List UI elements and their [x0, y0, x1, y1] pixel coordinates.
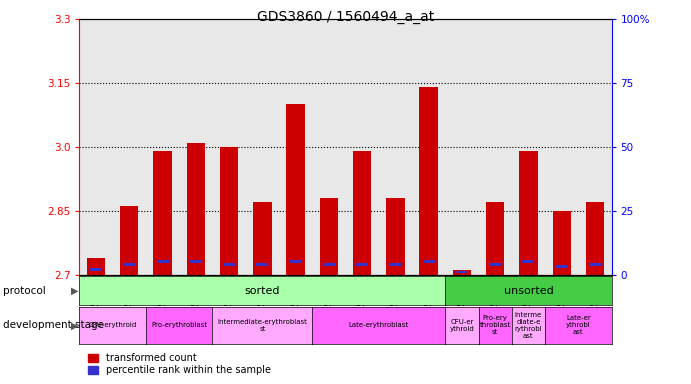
- Bar: [120, 207, 138, 275]
- Text: Intermediate-erythroblast
st: Intermediate-erythroblast st: [218, 319, 307, 332]
- Text: ▶: ▶: [71, 286, 78, 296]
- Bar: [190, 260, 202, 263]
- Bar: [187, 142, 205, 275]
- Bar: [589, 263, 601, 266]
- Bar: [353, 151, 371, 275]
- Bar: [153, 151, 172, 275]
- Text: Interme
diate-e
rythrobl
ast: Interme diate-e rythrobl ast: [515, 312, 542, 339]
- Bar: [489, 263, 501, 266]
- Bar: [256, 263, 268, 266]
- Text: GDS3860 / 1560494_a_at: GDS3860 / 1560494_a_at: [257, 10, 434, 23]
- Bar: [253, 202, 272, 275]
- Bar: [356, 263, 368, 266]
- Bar: [553, 211, 571, 275]
- Text: Late-erythroblast: Late-erythroblast: [349, 323, 409, 328]
- Bar: [124, 263, 135, 266]
- Text: Pro-erythroblast: Pro-erythroblast: [151, 323, 207, 328]
- Bar: [390, 263, 401, 266]
- Bar: [423, 260, 435, 263]
- Bar: [522, 260, 534, 263]
- Legend: transformed count, percentile rank within the sample: transformed count, percentile rank withi…: [84, 349, 274, 379]
- Bar: [220, 147, 238, 275]
- Bar: [323, 263, 335, 266]
- Bar: [486, 202, 504, 275]
- Text: CFU-erythroid: CFU-erythroid: [88, 323, 137, 328]
- Text: Pro-ery
throblast
st: Pro-ery throblast st: [480, 315, 511, 336]
- Bar: [290, 260, 301, 263]
- Text: development stage: development stage: [3, 320, 104, 331]
- Bar: [519, 151, 538, 275]
- Text: Late-er
ythrobl
ast: Late-er ythrobl ast: [566, 315, 591, 336]
- Bar: [453, 270, 471, 275]
- Bar: [419, 87, 438, 275]
- Text: ▶: ▶: [71, 320, 78, 331]
- Bar: [287, 104, 305, 275]
- Text: unsorted: unsorted: [504, 286, 553, 296]
- Bar: [386, 198, 404, 275]
- Text: CFU-er
ythroid: CFU-er ythroid: [450, 319, 474, 332]
- Bar: [556, 265, 567, 268]
- Bar: [223, 263, 235, 266]
- Bar: [90, 268, 102, 271]
- Bar: [320, 198, 338, 275]
- Text: sorted: sorted: [245, 286, 280, 296]
- Bar: [87, 258, 105, 275]
- Bar: [157, 260, 169, 263]
- Bar: [586, 202, 604, 275]
- Bar: [456, 270, 468, 273]
- Text: protocol: protocol: [3, 286, 46, 296]
